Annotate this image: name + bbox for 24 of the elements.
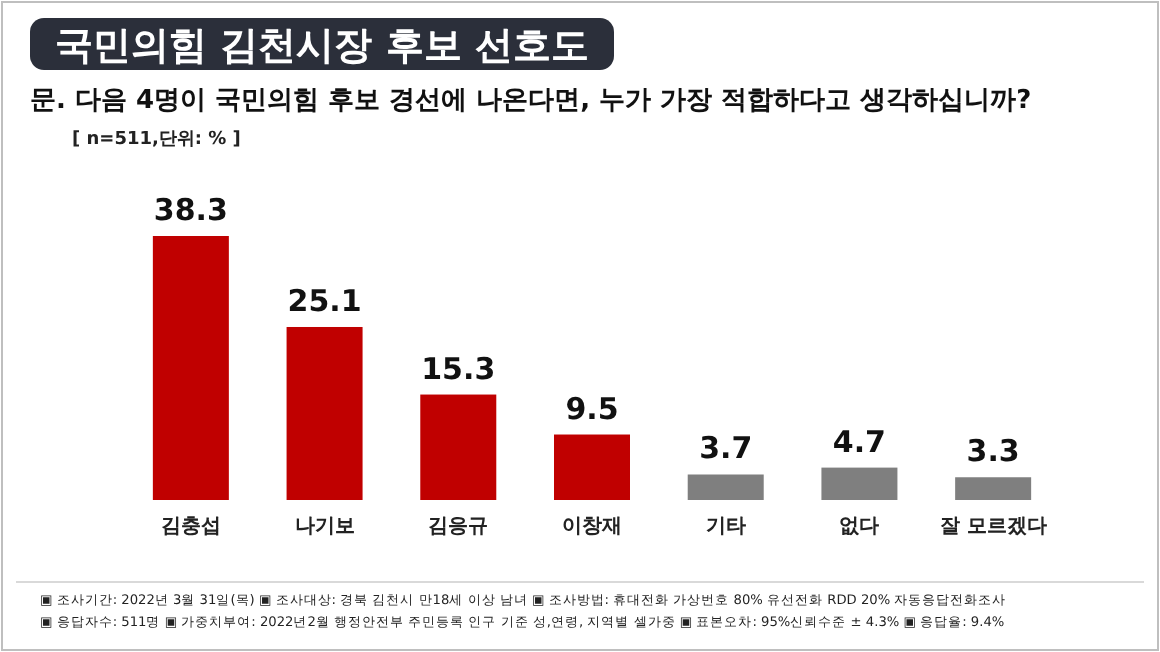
chart-subtitle: 문. 다음 4명이 국민의힘 후보 경선에 나온다면, 누가 가장 적합하다고 생각하십니까? (30, 86, 1032, 116)
text: [ n=511,단위: % ] (72, 130, 241, 150)
data-label: 3.3 (966, 433, 1020, 470)
bar (687, 474, 764, 500)
bar (821, 467, 898, 500)
chart-title: 국민의힘 김천시장 후보 선호도 (55, 24, 589, 68)
data-label: 15.3 (421, 350, 496, 387)
bar (554, 434, 630, 500)
x-tick-label: 잘 모르겠다 (939, 516, 1047, 538)
x-tick-label: 김충섭 (160, 516, 221, 538)
x-tick-label: 이창재 (562, 516, 622, 538)
data-label: 4.7 (832, 423, 887, 460)
data-label: 9.5 (565, 390, 619, 427)
data-label: 38.3 (153, 192, 228, 228)
x-tick-label: 없다 (839, 516, 880, 538)
bar (286, 326, 363, 500)
bar (955, 477, 1032, 500)
data-label: 25.1 (287, 282, 362, 319)
x-tick-label: 나기보 (294, 516, 355, 538)
data-label: 3.7 (699, 430, 753, 467)
bar (152, 236, 229, 500)
x-tick-label: 김응규 (428, 516, 489, 538)
x-tick-label: 기타 (705, 516, 746, 538)
bar (420, 394, 497, 500)
